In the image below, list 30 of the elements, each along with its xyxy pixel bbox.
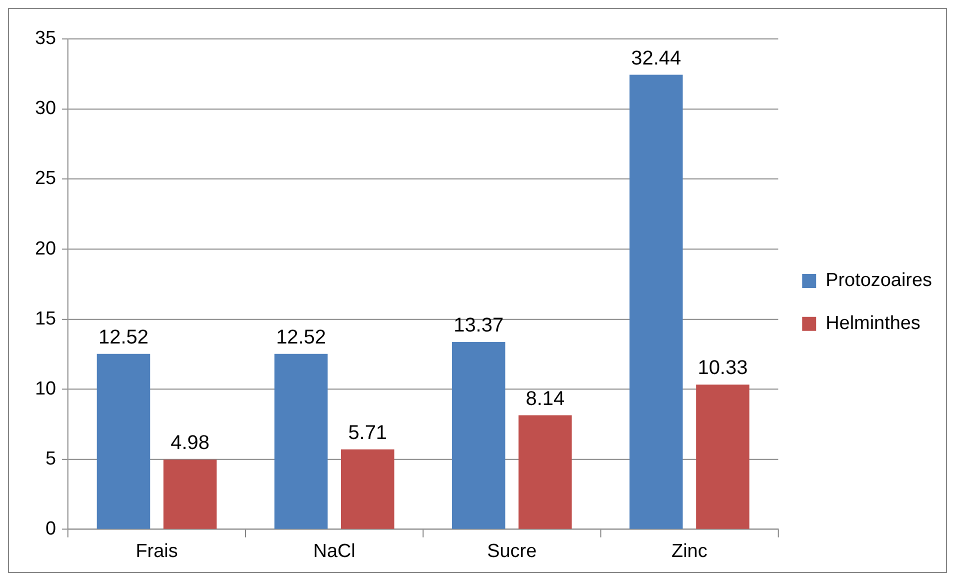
bar <box>452 342 506 529</box>
y-tick-label: 35 <box>34 28 56 50</box>
bar <box>163 460 217 529</box>
y-tick-label: 5 <box>45 448 56 470</box>
data-label: 12.52 <box>276 326 326 348</box>
bar <box>340 449 394 529</box>
data-label: 8.14 <box>526 388 565 410</box>
y-tick-label: 0 <box>45 518 56 540</box>
x-tick-label: Zinc <box>672 540 708 562</box>
x-tick-label: Frais <box>136 540 178 562</box>
y-tick-label: 15 <box>34 308 56 330</box>
bar <box>630 74 683 529</box>
legend-label: Protozoaires <box>826 270 932 292</box>
bar <box>96 354 150 529</box>
bar <box>274 354 328 529</box>
y-tick-label: 30 <box>34 98 56 120</box>
legend-label: Helminthes <box>826 313 920 334</box>
data-label: 13.37 <box>454 314 504 337</box>
data-label: 10.33 <box>698 357 748 380</box>
x-tick-label: Sucre <box>487 540 537 562</box>
x-tick-label: NaCl <box>313 540 356 562</box>
data-label: 5.71 <box>348 422 388 444</box>
bar <box>518 415 572 529</box>
y-tick-label: 20 <box>34 238 56 260</box>
data-label: 12.52 <box>98 326 148 348</box>
data-label: 4.98 <box>170 432 210 454</box>
bar <box>696 384 750 529</box>
y-tick-label: 25 <box>34 168 56 190</box>
y-tick-label: 10 <box>34 378 56 400</box>
data-label: 32.44 <box>631 47 682 70</box>
